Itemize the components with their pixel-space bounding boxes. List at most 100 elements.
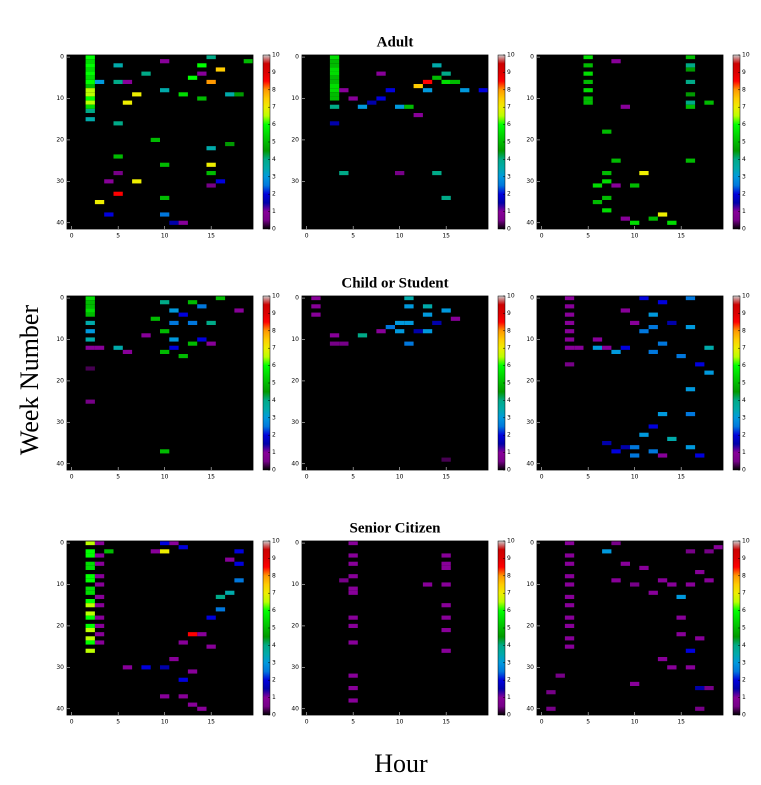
heat-cell xyxy=(85,79,95,84)
x-tick-label: 5 xyxy=(586,474,590,481)
heat-cell xyxy=(441,582,451,587)
heat-cell xyxy=(630,183,640,188)
heat-cell xyxy=(620,308,630,313)
colorbar-tick-label: 10 xyxy=(742,293,750,300)
heat-cell xyxy=(150,549,160,554)
colorbar-tick-label: 8 xyxy=(507,572,511,579)
colorbar-tick-label: 1 xyxy=(272,694,276,701)
heat-cell xyxy=(713,545,723,550)
heat-cell xyxy=(583,63,593,68)
heat-cell xyxy=(432,75,442,80)
colorbar-tick-label: 6 xyxy=(742,607,746,614)
heat-cell xyxy=(169,337,179,342)
colorbar-tick-label: 2 xyxy=(507,432,511,439)
heat-cell xyxy=(150,316,160,321)
heat-cell xyxy=(94,615,105,620)
colorbar-tick-label: 4 xyxy=(742,397,746,404)
heat-cell xyxy=(113,154,123,159)
x-tick-label: 5 xyxy=(586,719,590,726)
heat-cell xyxy=(685,104,696,109)
heat-cell xyxy=(85,640,95,645)
heat-cell xyxy=(187,341,198,346)
x-tick-label: 0 xyxy=(305,233,309,240)
plot-frame xyxy=(301,295,489,471)
heat-cell xyxy=(639,171,649,176)
panel-title: Child or Student xyxy=(341,275,448,291)
heat-cell xyxy=(348,574,358,579)
heat-cell xyxy=(657,412,668,417)
heat-cell xyxy=(667,320,677,325)
x-tick-label: 0 xyxy=(540,233,544,240)
heat-cell xyxy=(422,79,433,84)
heat-cell xyxy=(611,59,621,64)
heat-cell xyxy=(602,129,612,134)
heat-cell xyxy=(85,578,95,583)
colorbar-tick-label: 0 xyxy=(272,467,276,474)
heat-cell xyxy=(206,183,216,188)
colorbar-tick-label: 10 xyxy=(507,538,515,545)
heat-cell xyxy=(178,694,188,699)
heat-cell xyxy=(85,553,95,558)
heat-cell xyxy=(329,92,340,97)
colorbar-tick-label: 9 xyxy=(272,310,276,317)
heat-cell xyxy=(695,706,705,711)
heat-cell xyxy=(685,100,696,105)
y-tick-label: 30 xyxy=(56,419,64,426)
x-tick-label: 15 xyxy=(677,719,685,726)
colorbar-tick-label: 3 xyxy=(507,173,511,180)
heat-cell xyxy=(329,67,340,72)
heat-cell xyxy=(685,296,696,301)
heat-cell xyxy=(329,79,340,84)
heat-cell xyxy=(206,55,216,60)
heat-cell xyxy=(311,304,321,309)
heat-cell xyxy=(85,549,95,554)
heat-cell xyxy=(113,63,123,68)
heat-cell xyxy=(104,212,114,217)
colorbar-tick-label: 7 xyxy=(507,104,511,111)
colorbar-tick-label: 7 xyxy=(272,104,276,111)
heat-cell xyxy=(85,541,95,546)
heat-cell xyxy=(441,308,451,313)
colorbar-tick-label: 8 xyxy=(272,327,276,334)
colorbar-tick-label: 7 xyxy=(507,590,511,597)
colorbar-tick-label: 6 xyxy=(507,607,511,614)
heat-cell xyxy=(169,345,179,350)
colorbar-tick-label: 1 xyxy=(742,449,746,456)
heat-cell xyxy=(94,200,105,205)
heat-cell xyxy=(197,71,207,76)
heat-cell xyxy=(94,553,105,558)
heat-cell xyxy=(85,636,95,641)
heat-cell xyxy=(685,412,696,417)
colorbar-tick-label: 7 xyxy=(742,345,746,352)
heat-cell xyxy=(329,84,340,89)
heat-cell xyxy=(704,370,714,375)
y-tick-label: 20 xyxy=(56,136,64,143)
y-tick-label: 40 xyxy=(56,219,64,226)
heat-cell xyxy=(685,67,696,72)
y-tick-label: 0 xyxy=(60,54,64,61)
plot-frame xyxy=(301,540,489,716)
heat-cell xyxy=(94,603,105,608)
heat-cell xyxy=(639,329,649,334)
heat-cell xyxy=(630,445,640,450)
colorbar-tick-label: 6 xyxy=(507,121,511,128)
heat-cell xyxy=(150,137,160,142)
heat-cell xyxy=(348,590,358,595)
heat-cell xyxy=(215,296,226,301)
heat-cell xyxy=(215,179,226,184)
heat-cell xyxy=(546,706,556,711)
heat-cell xyxy=(564,636,575,641)
heat-cell xyxy=(441,615,451,620)
colorbar-tick-label: 6 xyxy=(272,121,276,128)
colorbar-tick-label: 1 xyxy=(507,208,511,215)
colorbar-tick-label: 3 xyxy=(507,659,511,666)
heat-cell xyxy=(94,594,105,599)
heat-cell xyxy=(611,449,621,454)
y-tick-label: 40 xyxy=(291,460,299,467)
heat-cell xyxy=(583,79,593,84)
heat-cell xyxy=(85,399,95,404)
heat-cell xyxy=(695,686,705,691)
heat-cell xyxy=(206,615,216,620)
heat-cell xyxy=(169,320,179,325)
